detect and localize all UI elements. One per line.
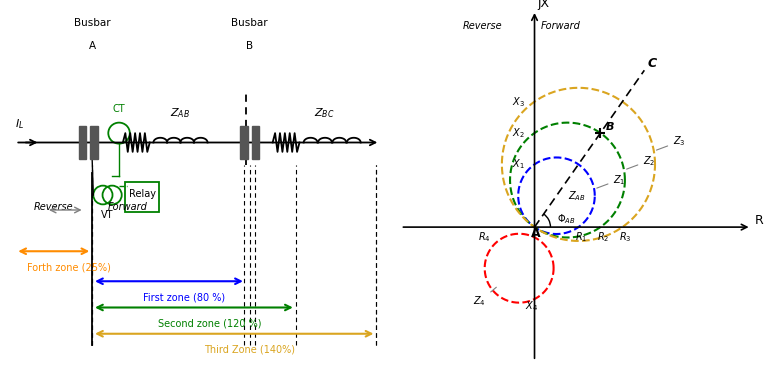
Text: $X_1$: $X_1$ bbox=[512, 158, 525, 171]
FancyBboxPatch shape bbox=[91, 126, 98, 159]
Text: $Z_{AB}$: $Z_{AB}$ bbox=[568, 189, 586, 203]
Text: B: B bbox=[246, 41, 253, 51]
Text: jX: jX bbox=[538, 0, 550, 10]
Text: A: A bbox=[88, 41, 96, 51]
FancyBboxPatch shape bbox=[78, 126, 86, 159]
Text: $\Phi_{AB}$: $\Phi_{AB}$ bbox=[557, 212, 575, 226]
Text: Busbar: Busbar bbox=[231, 18, 268, 28]
Text: C: C bbox=[647, 57, 657, 70]
Text: $X_3$: $X_3$ bbox=[512, 95, 525, 109]
Text: Forth zone (25%): Forth zone (25%) bbox=[27, 262, 111, 272]
Text: $I_L$: $I_L$ bbox=[15, 117, 24, 131]
Text: $X_2$: $X_2$ bbox=[512, 126, 525, 140]
Text: $Z_3$: $Z_3$ bbox=[657, 135, 686, 150]
Text: First zone (80 %): First zone (80 %) bbox=[144, 292, 225, 302]
Text: B: B bbox=[605, 122, 614, 132]
Text: $Z_{AB}$: $Z_{AB}$ bbox=[170, 106, 190, 120]
Text: $Z_{BC}$: $Z_{BC}$ bbox=[314, 106, 335, 120]
Text: CT: CT bbox=[113, 105, 125, 114]
Text: $Z_1$: $Z_1$ bbox=[597, 173, 626, 188]
FancyBboxPatch shape bbox=[252, 126, 259, 159]
Text: Relay: Relay bbox=[128, 189, 156, 199]
FancyBboxPatch shape bbox=[124, 182, 160, 212]
Text: R: R bbox=[755, 214, 763, 227]
Text: Busbar: Busbar bbox=[74, 18, 111, 28]
Text: A: A bbox=[531, 226, 541, 240]
Text: $X_4$: $X_4$ bbox=[525, 299, 538, 313]
Text: $R_2$: $R_2$ bbox=[598, 230, 610, 244]
Text: Second zone (120 %): Second zone (120 %) bbox=[157, 318, 261, 328]
Text: Forward: Forward bbox=[108, 202, 147, 212]
Text: $R_1$: $R_1$ bbox=[575, 230, 588, 244]
Text: $R_4$: $R_4$ bbox=[478, 230, 491, 244]
FancyBboxPatch shape bbox=[240, 126, 247, 159]
Text: Third Zone (140%): Third Zone (140%) bbox=[204, 345, 295, 354]
Text: VT: VT bbox=[101, 210, 114, 219]
Text: $R_3$: $R_3$ bbox=[619, 230, 632, 244]
Text: Forward: Forward bbox=[541, 21, 581, 31]
Text: $Z_2$: $Z_2$ bbox=[627, 154, 656, 169]
Text: Reverse: Reverse bbox=[463, 21, 502, 31]
Text: $Z_4$: $Z_4$ bbox=[473, 287, 496, 308]
Text: Reverse: Reverse bbox=[33, 202, 73, 212]
